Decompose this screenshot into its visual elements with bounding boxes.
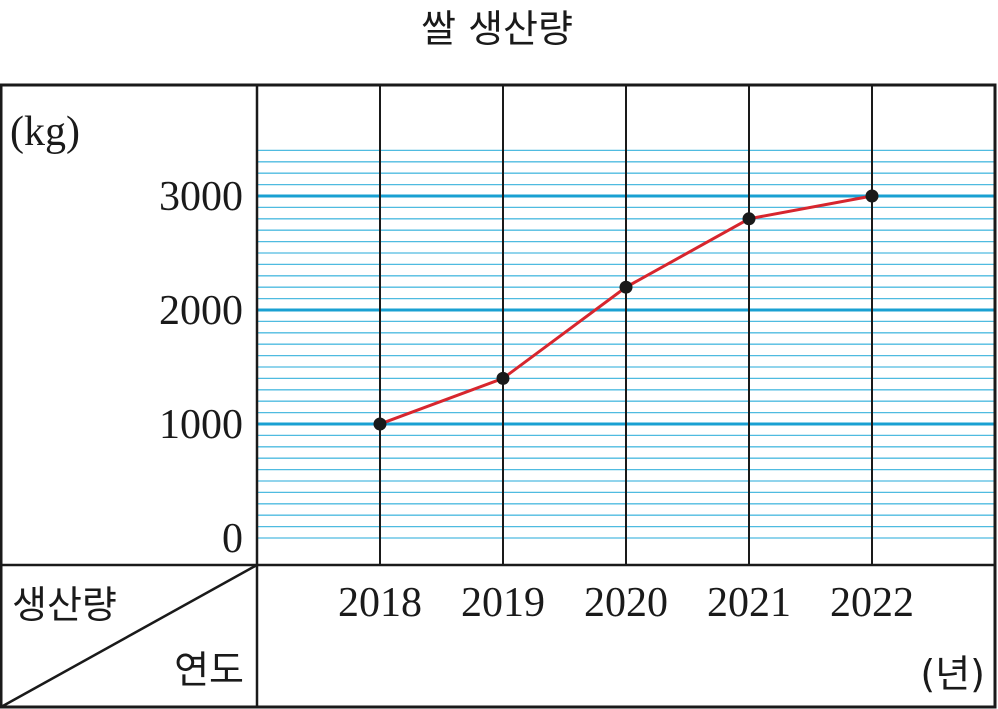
vertical-gridlines: [379, 85, 873, 565]
data-points: [373, 189, 879, 431]
data-point: [496, 371, 510, 385]
x-unit-label: (년): [920, 652, 985, 696]
x-tick-labels: 2018 2019 2020 2021 2022: [338, 580, 914, 626]
data-point: [373, 417, 387, 431]
data-point: [619, 280, 633, 294]
y-tick-label: 1000: [159, 402, 243, 448]
data-point: [742, 212, 756, 226]
corner-label-top: 생산량: [12, 583, 117, 627]
y-tick-label: 0: [222, 516, 243, 562]
y-tick-label: 2000: [159, 288, 243, 334]
x-tick-label: 2018: [338, 580, 422, 626]
y-tick-label: 3000: [159, 174, 243, 220]
corner-diagonal: [0, 563, 258, 709]
data-point: [865, 189, 879, 203]
x-tick-label: 2020: [584, 580, 668, 626]
y-tick-labels: 0 1000 2000 3000: [159, 174, 243, 562]
x-tick-label: 2019: [461, 580, 545, 626]
y-unit-label: (kg): [10, 109, 80, 155]
x-tick-label: 2021: [707, 580, 791, 626]
x-tick-label: 2022: [830, 580, 914, 626]
chart-title: 쌀 생산량: [421, 7, 573, 51]
corner-label-bottom: 연도: [174, 648, 244, 692]
chart-frame: [0, 83, 997, 709]
